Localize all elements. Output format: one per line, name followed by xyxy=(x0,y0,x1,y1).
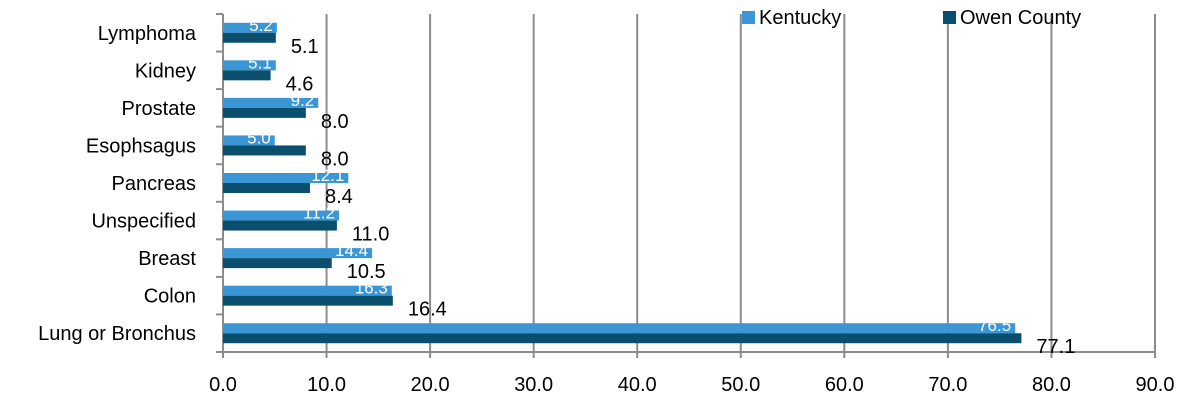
x-tick-label-5: 50.0 xyxy=(721,374,760,396)
data-label-owen-county-6: 10.5 xyxy=(347,261,386,283)
bar-kentucky-3 xyxy=(223,135,275,146)
data-label-kentucky-8: 76.5 xyxy=(978,316,1011,335)
category-label-8: Lung or Bronchus xyxy=(38,323,196,345)
x-tick-label-8: 80.0 xyxy=(1032,374,1071,396)
data-label-kentucky-7: 16.3 xyxy=(355,279,388,298)
category-label-7: Colon xyxy=(144,286,196,308)
bar-owen-county-4 xyxy=(223,183,310,193)
legend-swatch-1 xyxy=(943,11,956,24)
x-tick-label-6: 60.0 xyxy=(825,374,864,396)
data-label-kentucky-3: 5.0 xyxy=(247,128,271,147)
bar-owen-county-5 xyxy=(223,220,337,231)
data-label-kentucky-2: 9.2 xyxy=(291,91,315,110)
data-label-owen-county-0: 5.1 xyxy=(291,36,319,58)
bar-kentucky-0 xyxy=(223,22,277,33)
x-tick-label-0: 0.0 xyxy=(209,374,237,396)
data-label-kentucky-1: 5.1 xyxy=(248,53,272,72)
category-label-4: Pancreas xyxy=(112,173,197,195)
category-label-6: Breast xyxy=(138,248,196,270)
bar-kentucky-2 xyxy=(223,97,319,108)
data-label-owen-county-8: 77.1 xyxy=(1036,336,1075,358)
data-label-kentucky-5: 11.2 xyxy=(303,204,335,223)
data-label-owen-county-7: 16.4 xyxy=(408,299,447,321)
x-tick-label-1: 10.0 xyxy=(307,374,346,396)
bar-kentucky-6 xyxy=(223,248,373,259)
bar-kentucky-8 xyxy=(223,323,1016,334)
data-label-owen-county-3: 8.0 xyxy=(321,148,349,170)
bar-owen-county-8 xyxy=(223,333,1022,344)
bar-kentucky-5 xyxy=(223,210,339,221)
x-tick-label-3: 30.0 xyxy=(514,374,553,396)
bar-owen-county-1 xyxy=(223,70,271,81)
legend-label-1: Owen County xyxy=(960,7,1081,29)
bar-kentucky-4 xyxy=(223,173,349,183)
data-label-owen-county-1: 4.6 xyxy=(286,73,314,95)
x-tick-label-4: 40.0 xyxy=(618,374,657,396)
data-label-owen-county-4: 8.4 xyxy=(325,186,353,208)
data-label-kentucky-4: 12.1 xyxy=(311,166,344,185)
bar-owen-county-0 xyxy=(223,32,276,43)
bar-owen-county-3 xyxy=(223,145,306,156)
bar-owen-county-7 xyxy=(223,295,393,306)
data-label-kentucky-0: 5.2 xyxy=(249,16,273,35)
legend-label-0: Kentucky xyxy=(759,7,841,29)
data-label-kentucky-6: 14.4 xyxy=(335,241,368,260)
bar-kentucky-1 xyxy=(223,60,276,71)
data-label-owen-county-5: 11.0 xyxy=(352,224,389,246)
x-tick-label-9: 90.0 xyxy=(1136,374,1175,396)
category-label-3: Esophsagus xyxy=(86,135,196,157)
x-tick-label-7: 70.0 xyxy=(928,374,967,396)
bar-kentucky-7 xyxy=(223,285,392,296)
category-label-1: Kidney xyxy=(135,60,196,82)
category-label-2: Prostate xyxy=(122,98,196,120)
category-label-5: Unspecified xyxy=(91,211,196,233)
bar-owen-county-6 xyxy=(223,258,332,269)
bar-owen-county-2 xyxy=(223,107,306,118)
legend-swatch-0 xyxy=(742,11,755,24)
category-label-0: Lymphoma xyxy=(98,23,197,45)
x-tick-label-2: 20.0 xyxy=(411,374,450,396)
data-label-owen-county-2: 8.0 xyxy=(321,111,349,133)
